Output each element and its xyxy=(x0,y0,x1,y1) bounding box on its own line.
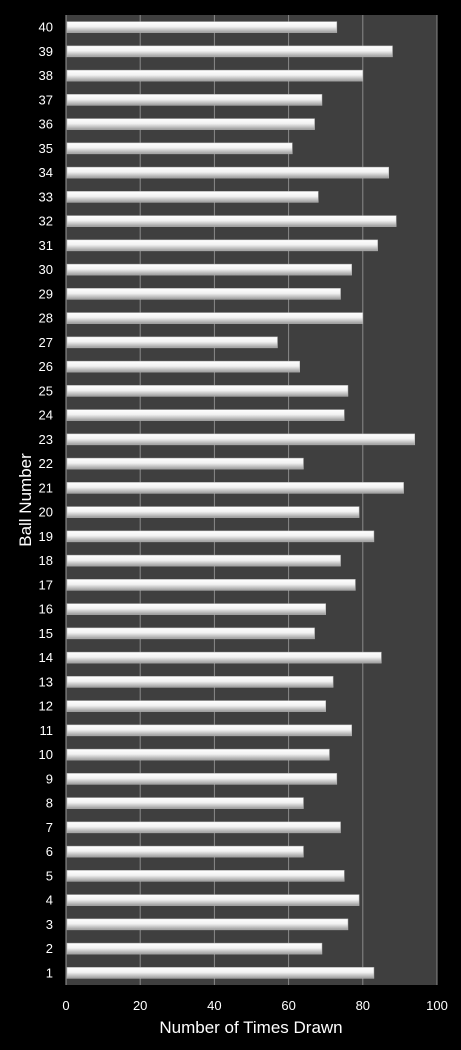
bar xyxy=(66,45,393,58)
y-tick-label: 37 xyxy=(39,92,53,107)
x-axis-title: Number of Times Drawn xyxy=(159,1018,342,1037)
y-tick-label: 14 xyxy=(39,650,53,665)
y-tick-label: 20 xyxy=(39,505,53,520)
bar xyxy=(66,506,360,518)
y-tick-label: 24 xyxy=(39,408,53,423)
y-tick-label: 21 xyxy=(39,480,53,495)
bar xyxy=(66,69,364,82)
y-tick-label: 16 xyxy=(39,602,53,617)
bar xyxy=(66,724,352,737)
bar xyxy=(66,166,390,179)
y-tick-label: 3 xyxy=(46,917,53,932)
y-tick-label: 8 xyxy=(46,796,53,811)
bar xyxy=(66,191,319,203)
y-tick-label: 40 xyxy=(39,20,53,35)
bar xyxy=(66,482,404,494)
plot-area xyxy=(66,15,437,985)
bar xyxy=(66,845,304,858)
y-tick-label: 33 xyxy=(39,189,53,204)
y-axis-title: Ball Number xyxy=(16,453,35,547)
bar xyxy=(66,627,315,640)
y-tick-label: 28 xyxy=(39,311,53,326)
bar xyxy=(66,21,338,33)
bars xyxy=(66,21,415,979)
bar xyxy=(66,967,375,979)
bar xyxy=(66,409,345,421)
y-tick-label: 9 xyxy=(46,771,53,786)
y-tick-label: 10 xyxy=(39,747,53,762)
bar xyxy=(66,94,323,106)
bar xyxy=(66,312,364,324)
x-tick-label: 20 xyxy=(133,998,147,1013)
y-tick-label: 11 xyxy=(40,723,54,738)
bar xyxy=(66,797,304,809)
bar xyxy=(66,263,352,276)
bar xyxy=(66,530,375,543)
y-tick-label: 19 xyxy=(39,529,53,544)
x-tick-label: 40 xyxy=(207,998,221,1013)
bar xyxy=(66,457,304,470)
y-tick-label: 1 xyxy=(46,965,53,980)
bar xyxy=(66,385,349,397)
bar xyxy=(66,603,326,615)
y-tick-label: 38 xyxy=(39,68,53,83)
y-tick-label: 23 xyxy=(39,432,53,447)
y-tick-label: 12 xyxy=(39,699,53,714)
y-tick-label: 35 xyxy=(39,141,53,156)
bar xyxy=(66,554,341,567)
y-tick-label: 27 xyxy=(39,335,53,350)
bar xyxy=(66,288,341,300)
y-tick-label: 15 xyxy=(39,626,53,641)
bar xyxy=(66,360,300,373)
bar xyxy=(66,700,326,712)
y-tick-label: 7 xyxy=(46,820,53,835)
y-tick-label: 5 xyxy=(46,868,53,883)
y-tick-label: 17 xyxy=(39,577,53,592)
y-tick-label: 36 xyxy=(39,117,53,132)
bar xyxy=(66,918,349,931)
y-tick-label: 4 xyxy=(46,893,53,908)
x-tick-label: 80 xyxy=(356,998,370,1013)
y-tick-label: 31 xyxy=(39,238,53,253)
bar xyxy=(66,773,338,785)
y-tick-label: 6 xyxy=(46,844,53,859)
y-tick-label: 26 xyxy=(39,359,53,374)
bar xyxy=(66,433,415,446)
y-tick-label: 25 xyxy=(39,383,53,398)
bar xyxy=(66,215,397,227)
y-tick-label: 18 xyxy=(39,553,53,568)
bar xyxy=(66,894,360,906)
bar xyxy=(66,239,378,252)
bar xyxy=(66,579,356,591)
x-tick-label: 60 xyxy=(281,998,295,1013)
x-tick-labels: 0 20 40 60 80 100 xyxy=(62,998,447,1013)
bar xyxy=(66,676,334,688)
bar xyxy=(66,651,382,664)
y-tick-label: 32 xyxy=(39,214,53,229)
x-tick-label: 0 xyxy=(62,998,69,1013)
bar xyxy=(66,336,278,349)
y-tick-label: 2 xyxy=(46,941,53,956)
y-tick-label: 39 xyxy=(39,44,53,59)
bar xyxy=(66,870,345,882)
y-tick-label: 30 xyxy=(39,262,53,277)
y-tick-label: 13 xyxy=(39,674,53,689)
y-tick-label: 22 xyxy=(39,456,53,471)
y-tick-label: 34 xyxy=(39,165,53,180)
bar xyxy=(66,942,323,955)
bar xyxy=(66,142,293,155)
y-tick-label: 29 xyxy=(39,286,53,301)
x-tick-label: 100 xyxy=(426,998,448,1013)
bar xyxy=(66,821,341,834)
bar xyxy=(66,118,315,130)
y-tick-labels: 1234567891011121314151617181920212223242… xyxy=(39,20,53,981)
bar xyxy=(66,748,330,761)
